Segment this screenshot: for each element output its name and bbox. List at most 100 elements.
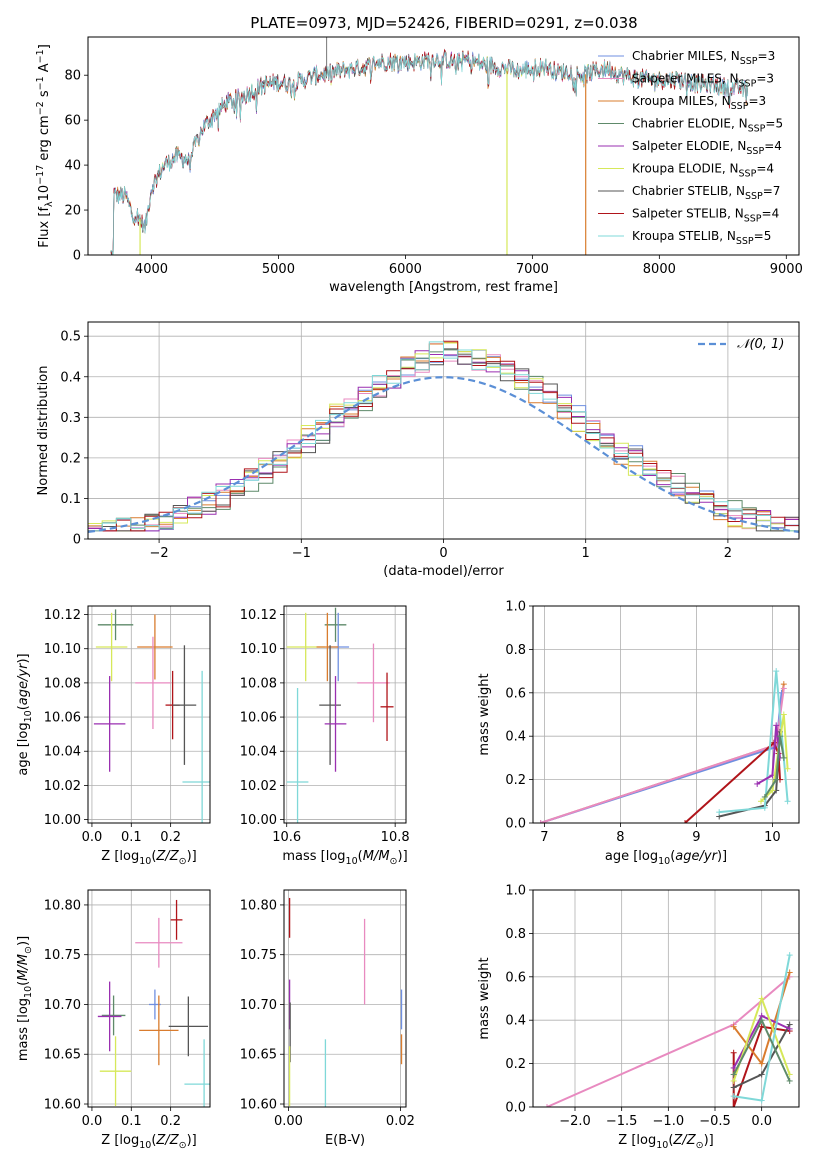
- label-part: A: [37, 63, 52, 76]
- y-tick-label: 1.0: [505, 600, 526, 615]
- x-tick-label: −2.0: [559, 1114, 591, 1129]
- y-tick-label: 10.80: [44, 898, 81, 913]
- x-tick-label: 10.6: [272, 830, 301, 845]
- label-part: /: [164, 849, 171, 864]
- label-part: Z [log: [101, 1133, 139, 1148]
- data-point-kroupa-miles: [316, 612, 339, 682]
- spectrum-panel: 4000 5000 6000 7000 8000 9000 0 20 40 60 80 wavelen…: [35, 36, 803, 295]
- y-tick-label: 10.65: [240, 1048, 277, 1063]
- y-tick-label: 10.80: [240, 898, 277, 913]
- residual-histogram-panel: −2 −1 0 1 2 0 0.1 0.2 0.3 0.4 0.5 (data-model)/erro…: [36, 321, 800, 579]
- label-part: )]: [187, 849, 197, 864]
- label-part: /: [699, 849, 706, 864]
- x-axis-label: Z [log10(Z/Z⊙)]: [618, 1133, 713, 1151]
- y-tick-label: 10.70: [44, 998, 81, 1013]
- x-tick-label: 4000: [135, 262, 168, 277]
- y-tick-label: 0.4: [60, 370, 81, 385]
- label-part: (: [16, 705, 31, 710]
- weight-line-salpeter-stelib: [684, 741, 781, 823]
- data-point-kroupa-elodie: [95, 612, 128, 682]
- label-part: Chabrier ELODIE, N: [632, 117, 748, 131]
- y-tick-label: 0.1: [60, 492, 81, 507]
- label-part: λ: [44, 201, 55, 207]
- label-part: Z: [155, 849, 166, 864]
- data-point-salpeter-miles: [357, 643, 390, 723]
- x-tick-label: 1: [582, 546, 590, 561]
- y-axis-label: age [log10(age/yr)]: [16, 653, 34, 775]
- y-tick-label: 10.08: [44, 676, 81, 691]
- label-part: M: [16, 970, 31, 981]
- y-tick-label: 0.6: [505, 686, 526, 701]
- data-point-salpeter-elodie: [97, 981, 122, 1052]
- label-part: yr: [16, 662, 31, 678]
- y-tick-label: 10.02: [44, 779, 81, 794]
- label-part: )]: [16, 653, 31, 663]
- y-tick-label: 10.75: [240, 948, 277, 963]
- axes-frame: [283, 605, 407, 824]
- axes-frame: [532, 889, 800, 1108]
- x-tick-label: 7: [540, 830, 548, 845]
- y-tick-label: 0.6: [505, 970, 526, 985]
- histogram-kroupa-stelib: [88, 341, 799, 532]
- y-tick-label: 10.70: [240, 998, 277, 1013]
- label-part: M: [16, 954, 31, 965]
- x-axis-label: Z [log10(Z/Z⊙)]: [101, 849, 196, 867]
- label-part: ⊙: [696, 1140, 704, 1151]
- data-point-kroupa-miles: [139, 995, 179, 1066]
- x-axis-label: Z [log10(Z/Z⊙)]: [101, 1133, 196, 1151]
- label-part: SSP: [746, 146, 764, 157]
- label-part: SSP: [748, 124, 766, 135]
- x-tick-label: 10.8: [381, 830, 410, 845]
- y-axis-label: mass weight: [477, 673, 492, 755]
- label-part: E(B-V): [325, 1133, 365, 1148]
- age-vs-metallicity-panel: 0.0 0.1 0.2 10.00 10.02 10.04 10.06 10.08 10.10 1…: [16, 605, 211, 867]
- x-axis-label: mass [log10(M/M⊙)]: [282, 849, 407, 867]
- data-point-chabrier-stelib: [319, 645, 341, 765]
- label-part: mass [log: [16, 998, 31, 1061]
- label-part: (: [151, 1133, 156, 1148]
- x-tick-label: 9: [692, 830, 700, 845]
- y-tick-label: 10.08: [240, 676, 277, 691]
- data-point-kroupa-elodie: [99, 1036, 132, 1107]
- label-part: age [log: [16, 722, 31, 775]
- y-axis-label: mass [log10(M/M⊙)]: [16, 936, 34, 1061]
- legend-entry: Salpeter ELODIE, NSSP=4: [632, 139, 782, 157]
- label-part: 10: [23, 986, 34, 998]
- y-axis-label: mass weight: [477, 957, 492, 1039]
- label-part: =4: [762, 207, 780, 221]
- x-tick-label: 0.2: [160, 830, 181, 845]
- label-part: ⊙: [179, 1140, 187, 1151]
- x-tick-label: 0.00: [274, 1114, 303, 1129]
- label-part: 10: [346, 856, 358, 867]
- label-part: )]: [187, 1133, 197, 1148]
- y-tick-label: 0.0: [505, 817, 526, 832]
- y-tick-label: 60: [64, 114, 81, 129]
- label-part: Chabrier STELIB, N: [632, 184, 745, 198]
- x-axis-label: (data-model)/error: [383, 564, 504, 579]
- label-part: Kroupa ELODIE, N: [632, 162, 739, 176]
- data-point-kroupa-stelib: [182, 670, 210, 823]
- age-vs-mass-panel: 10.6 10.8 10.00 10.02 10.04 10.06 10.08 10.10 10…: [240, 605, 410, 867]
- label-part: Z: [155, 1133, 166, 1148]
- data-point-salpeter-stelib: [170, 899, 183, 940]
- y-tick-label: 10.04: [240, 745, 277, 760]
- label-part: )]: [717, 849, 727, 864]
- label-part: Z: [169, 1133, 180, 1148]
- label-part: SSP: [739, 169, 757, 180]
- x-tick-label: −1.5: [606, 1114, 638, 1129]
- weight-line-chabrier-miles: [540, 692, 783, 823]
- label-part: =5: [754, 229, 772, 243]
- label-part: )]: [398, 849, 408, 864]
- y-tick-label: 10.12: [44, 608, 81, 623]
- label-part: 10: [658, 856, 670, 867]
- label-part: )]: [704, 1133, 714, 1148]
- x-axis-label: E(B-V): [325, 1133, 365, 1148]
- label-part: Kroupa MILES, N: [632, 94, 731, 108]
- y-tick-label: 0: [73, 249, 81, 264]
- axes-frame: [87, 321, 800, 540]
- gaussian-curve: [88, 376, 799, 533]
- y-tick-label: 10.02: [240, 779, 277, 794]
- label-part: (: [151, 849, 156, 864]
- label-part: Z [log: [101, 849, 139, 864]
